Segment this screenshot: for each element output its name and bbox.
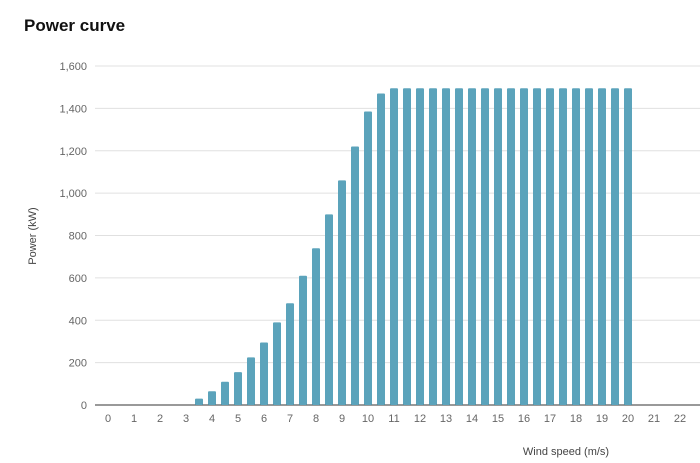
x-tick-label: 17 bbox=[544, 413, 556, 425]
x-axis-title: Wind speed (m/s) bbox=[523, 446, 609, 458]
x-tick-label: 9 bbox=[339, 413, 345, 425]
bar bbox=[390, 88, 398, 405]
x-tick-label: 0 bbox=[105, 413, 111, 425]
bar bbox=[598, 88, 606, 405]
bar bbox=[351, 146, 359, 405]
x-tick-label: 14 bbox=[466, 413, 478, 425]
bar bbox=[468, 88, 476, 405]
x-tick-label: 15 bbox=[492, 413, 504, 425]
bar bbox=[585, 88, 593, 405]
x-tick-label: 4 bbox=[209, 413, 215, 425]
bar bbox=[611, 88, 619, 405]
y-axis-title: Power (kW) bbox=[27, 207, 39, 264]
y-tick-label: 200 bbox=[69, 358, 87, 370]
bar bbox=[221, 381, 229, 405]
bar bbox=[234, 372, 242, 405]
bar bbox=[273, 322, 281, 405]
y-tick-label: 1,000 bbox=[59, 188, 87, 200]
y-tick-label: 800 bbox=[69, 231, 87, 243]
x-tick-label: 2 bbox=[157, 413, 163, 425]
x-tick-label: 12 bbox=[414, 413, 426, 425]
bar bbox=[286, 303, 294, 405]
bar bbox=[624, 88, 632, 405]
x-tick-label: 18 bbox=[570, 413, 582, 425]
bar bbox=[533, 88, 541, 405]
bar bbox=[546, 88, 554, 405]
x-tick-label: 21 bbox=[648, 413, 660, 425]
y-tick-label: 1,600 bbox=[59, 61, 87, 73]
x-tick-label: 20 bbox=[622, 413, 634, 425]
bar bbox=[195, 398, 203, 405]
bar bbox=[208, 391, 216, 405]
x-tick-label: 16 bbox=[518, 413, 530, 425]
bar bbox=[494, 88, 502, 405]
bar bbox=[247, 357, 255, 405]
x-tick-label: 13 bbox=[440, 413, 452, 425]
x-tick-label: 19 bbox=[596, 413, 608, 425]
bar bbox=[377, 93, 385, 405]
x-tick-label: 1 bbox=[131, 413, 137, 425]
bar bbox=[481, 88, 489, 405]
x-tick-label: 3 bbox=[183, 413, 189, 425]
bar bbox=[299, 275, 307, 405]
bar bbox=[520, 88, 528, 405]
x-tick-label: 11 bbox=[388, 413, 399, 425]
bar bbox=[572, 88, 580, 405]
x-tick-label: 22 bbox=[674, 413, 686, 425]
bar bbox=[338, 180, 346, 405]
bars bbox=[195, 88, 632, 405]
y-tick-label: 0 bbox=[81, 400, 87, 412]
x-tick-label: 7 bbox=[287, 413, 293, 425]
bar bbox=[325, 214, 333, 405]
bar bbox=[403, 88, 411, 405]
bar bbox=[364, 111, 372, 405]
y-tick-label: 1,200 bbox=[59, 146, 87, 158]
bar bbox=[455, 88, 463, 405]
bar bbox=[559, 88, 567, 405]
x-tick-label: 6 bbox=[261, 413, 267, 425]
bar bbox=[416, 88, 424, 405]
bar bbox=[260, 342, 268, 405]
x-tick-label: 8 bbox=[313, 413, 319, 425]
bar bbox=[442, 88, 450, 405]
chart-title: Power curve bbox=[24, 16, 126, 35]
x-tick-label: 5 bbox=[235, 413, 241, 425]
y-tick-label: 1,400 bbox=[59, 103, 87, 115]
x-tick-label: 10 bbox=[362, 413, 374, 425]
bar bbox=[312, 248, 320, 405]
bar bbox=[507, 88, 515, 405]
y-tick-label: 400 bbox=[69, 315, 87, 327]
y-tick-label: 600 bbox=[69, 273, 87, 285]
bar bbox=[429, 88, 437, 405]
